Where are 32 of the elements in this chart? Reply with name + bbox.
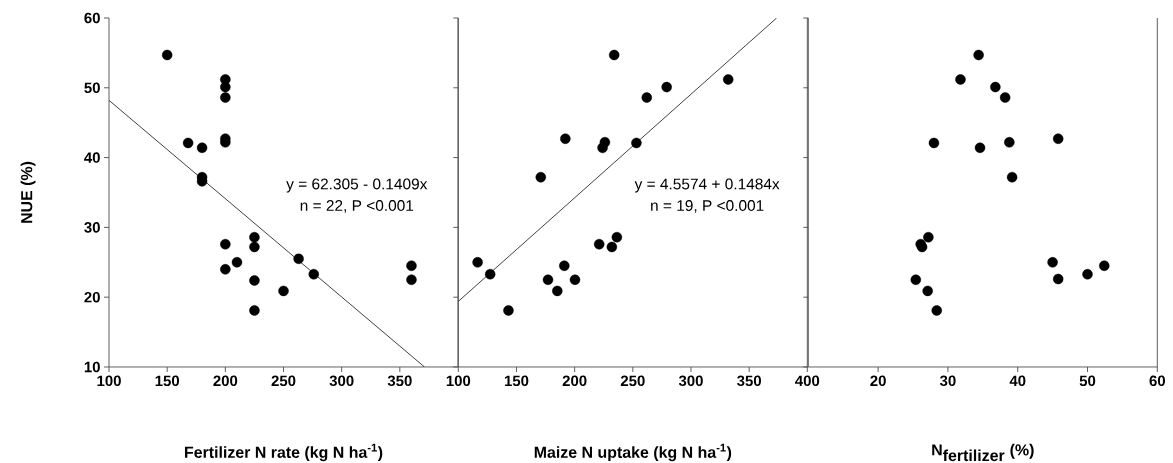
x-tick-label: 200: [213, 375, 238, 387]
x-tick-label: 150: [504, 375, 529, 387]
x-tick-label: 350: [387, 375, 412, 387]
annotation: n = 22, P <0.001: [300, 200, 414, 213]
y-tick-label: 60: [84, 12, 100, 24]
x-tick-label: 40: [1009, 375, 1026, 387]
y-axis-title: NUE (%): [20, 161, 36, 223]
x-tick-label: 100: [97, 375, 121, 387]
x-tick-label: 300: [678, 375, 703, 387]
x-axis-title: $\textbf{N}_{\textbf{fertilizer}}\textbf{ (\%)}$: [932, 443, 1034, 462]
y-tick-label: 30: [84, 222, 100, 233]
x-tick-label: 400: [795, 375, 820, 387]
x-axis-title: Fertilizer N rate (kg N ha$^{-1}$): [185, 443, 383, 462]
x-tick-label: 250: [271, 375, 296, 387]
x-tick-label: 250: [620, 375, 645, 387]
x-tick-label: 350: [737, 375, 761, 387]
annotation: y = 4.5574 + 0.1484x: [634, 178, 780, 193]
x-tick-label: 30: [939, 375, 956, 387]
y-tick-label: 40: [84, 152, 100, 163]
x-tick-label: 300: [329, 375, 354, 387]
y-tick-label: 10: [84, 361, 100, 373]
annotation: n = 19, P <0.001: [651, 200, 764, 213]
x-tick-label: 150: [155, 375, 180, 387]
y-tick-label: 50: [84, 82, 100, 94]
x-tick-label: 200: [562, 375, 587, 387]
x-tick-label: 20: [870, 375, 886, 387]
x-axis-title: Maize N uptake (kg N ha$^{-1}$): [534, 443, 732, 462]
x-tick-label: 50: [1079, 375, 1096, 387]
x-tick-label: 100: [446, 375, 471, 387]
x-tick-label: 60: [1149, 375, 1165, 387]
annotation: y = 62.305 - 0.1409x: [286, 178, 428, 193]
y-tick-label: 20: [84, 291, 100, 303]
